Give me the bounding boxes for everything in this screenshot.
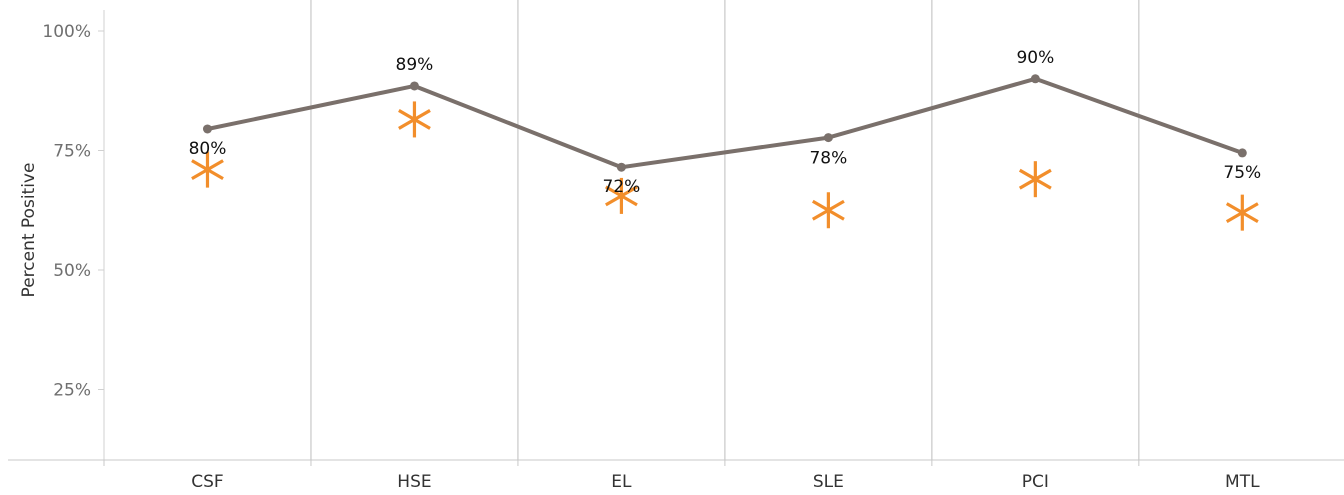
series-line xyxy=(202,74,1247,172)
series-line-point xyxy=(409,81,419,91)
data-labels: 80% 89% 72% 78% 90% 75% xyxy=(189,48,1262,197)
y-tick-label: 75% xyxy=(53,142,91,162)
asterisk-stroke xyxy=(191,159,224,181)
asterisk-marker xyxy=(605,177,638,214)
asterisk-marker xyxy=(191,151,224,188)
series-line-point xyxy=(1237,148,1247,158)
series-line-point xyxy=(823,133,833,143)
y-tick-label: 25% xyxy=(53,381,91,401)
series-line-point xyxy=(1030,74,1040,84)
asterisk-stroke xyxy=(605,185,638,207)
asterisk-stroke xyxy=(398,109,431,130)
asterisk-marker xyxy=(1018,161,1052,198)
series-line-point xyxy=(202,124,212,134)
x-axis-categories: CSF HSE EL SLE PCI MTL xyxy=(191,472,1260,492)
y-tick-label: 100% xyxy=(42,22,91,42)
asterisk-stroke xyxy=(1225,202,1259,224)
data-label: 90% xyxy=(1016,48,1054,68)
x-category-label: CSF xyxy=(191,472,223,492)
x-category-label: EL xyxy=(611,472,632,492)
data-label: 72% xyxy=(603,177,641,197)
category-separators xyxy=(103,0,1140,466)
data-label: 75% xyxy=(1223,163,1261,183)
y-tick-label: 50% xyxy=(53,261,91,281)
y-axis-ticks: 25% 50% 75% 100% xyxy=(42,22,104,401)
asterisk-marker xyxy=(811,192,845,229)
data-label: 78% xyxy=(809,149,847,169)
asterisk-stroke xyxy=(1018,168,1052,190)
series-line-path xyxy=(205,76,1245,170)
x-category-label: MTL xyxy=(1225,472,1260,492)
x-category-label: PCI xyxy=(1022,472,1049,492)
series-asterisks xyxy=(191,101,1259,231)
asterisk-marker xyxy=(398,101,431,138)
data-label: 80% xyxy=(189,139,227,159)
x-category-label: HSE xyxy=(397,472,431,492)
asterisk-marker xyxy=(1225,194,1259,231)
asterisk-stroke xyxy=(811,199,845,221)
y-axis-title: Percent Positive xyxy=(19,163,39,298)
axes xyxy=(8,10,1344,461)
series-line-point xyxy=(616,162,626,172)
x-category-label: SLE xyxy=(813,472,844,492)
data-label: 89% xyxy=(396,55,434,75)
